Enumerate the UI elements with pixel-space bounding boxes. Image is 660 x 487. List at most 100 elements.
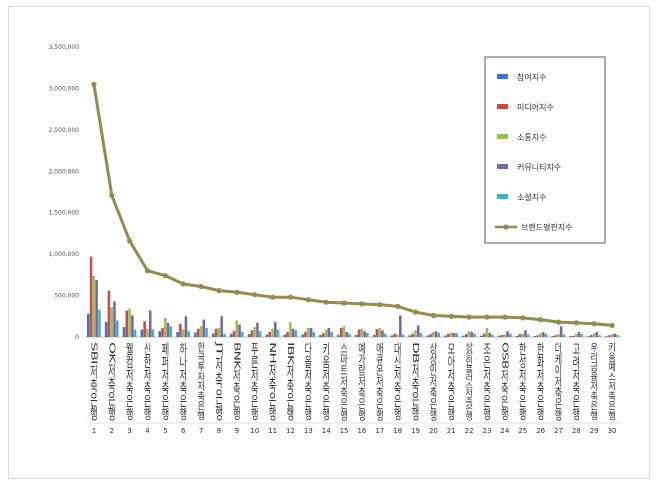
category-label: 페퍼저축은행 [161, 340, 170, 421]
bar [164, 317, 167, 337]
bar [125, 310, 129, 337]
line-point [109, 192, 115, 198]
category-label: 키움저축은행 [322, 342, 331, 421]
bar [554, 335, 557, 337]
axis-layer: 0 500,000 1,000,000 1,500,000 2,000,000 2,500… [48, 44, 621, 341]
bar [253, 327, 256, 337]
bar [429, 334, 432, 337]
bar [480, 335, 483, 337]
bar [357, 329, 361, 337]
bar [250, 330, 254, 337]
bar [247, 334, 251, 337]
category-label: 대신저축은행 [393, 342, 402, 421]
bar [166, 322, 170, 337]
bar [214, 328, 218, 337]
bar [110, 307, 113, 337]
bar [235, 320, 239, 337]
line-point [395, 303, 401, 309]
bar [488, 332, 491, 337]
legend-swatch [497, 74, 508, 79]
bar [533, 335, 537, 337]
category-label: 애큐온저축은행 [375, 342, 384, 421]
bar [319, 334, 322, 337]
bar [506, 331, 509, 337]
bar [485, 327, 489, 337]
y-tick-label: 2,000,000 [48, 168, 79, 175]
bar [544, 333, 548, 337]
category-index-label: 24 [500, 427, 509, 435]
bar [473, 333, 476, 337]
bar [89, 256, 93, 337]
bar [432, 332, 435, 337]
legend-swatch [497, 134, 508, 139]
bar [196, 328, 200, 337]
bar [199, 326, 203, 337]
category-label: 하나저축은행 [178, 340, 187, 421]
legend-label: 참여지수 [517, 72, 546, 82]
bar [194, 332, 197, 337]
bar [304, 332, 307, 337]
bar [497, 335, 501, 337]
bar [345, 332, 349, 337]
bar [524, 330, 527, 337]
bar [289, 322, 292, 337]
category-index-label: 3 [127, 427, 131, 435]
bar [330, 332, 333, 337]
bar [518, 334, 522, 337]
category-label: 웰컴저축은행 [125, 340, 134, 421]
bar [434, 331, 438, 337]
bar [375, 329, 379, 337]
category-index-label: 5 [163, 427, 167, 435]
category-label: 다올저축은행 [304, 342, 313, 421]
legend-swatch [497, 104, 508, 109]
chart-frame: 0 500,000 1,000,000 1,500,000 2,000,000 2,500… [8, 6, 650, 479]
category-label: 우리금융저축은행 [590, 342, 599, 421]
bar [521, 333, 524, 337]
bar [181, 329, 185, 337]
bar [146, 328, 149, 337]
bar [464, 334, 468, 337]
category-index-label: 17 [375, 427, 384, 435]
line-point [430, 312, 436, 319]
bar [161, 327, 164, 337]
bar [306, 327, 310, 337]
bar [187, 331, 191, 337]
bar [408, 335, 412, 337]
line-point [144, 268, 151, 274]
bar [238, 324, 241, 337]
category-label: 푸른저축은행 [250, 342, 259, 421]
bar [605, 336, 608, 337]
bar [577, 332, 581, 337]
bar [363, 331, 366, 337]
bar [572, 335, 575, 337]
line-point [412, 309, 419, 315]
line-point [466, 314, 472, 320]
bar [301, 334, 304, 337]
line-point [198, 283, 204, 290]
bar [291, 328, 295, 337]
bar [559, 326, 563, 337]
bar [399, 315, 402, 337]
category-label: 한성저축은행 [518, 342, 527, 421]
bar [151, 329, 155, 337]
category-index-label: 22 [465, 427, 474, 435]
bar [92, 275, 96, 337]
bar [455, 333, 459, 337]
y-tick-label: 1,000,000 [48, 251, 79, 258]
y-tick-label: 2,500,000 [48, 127, 79, 134]
bar [482, 333, 486, 337]
bar [447, 333, 450, 337]
line-point [341, 300, 347, 306]
category-index-label: 20 [429, 427, 438, 435]
bar [557, 334, 560, 337]
bar [592, 333, 596, 337]
bar [580, 334, 584, 337]
bar [95, 279, 98, 337]
line-point [520, 315, 526, 321]
bar [360, 328, 364, 337]
bar [184, 316, 188, 337]
legend-label: 소통지수 [517, 133, 546, 142]
bar [327, 327, 331, 337]
bar [294, 330, 298, 337]
bar [551, 336, 555, 337]
